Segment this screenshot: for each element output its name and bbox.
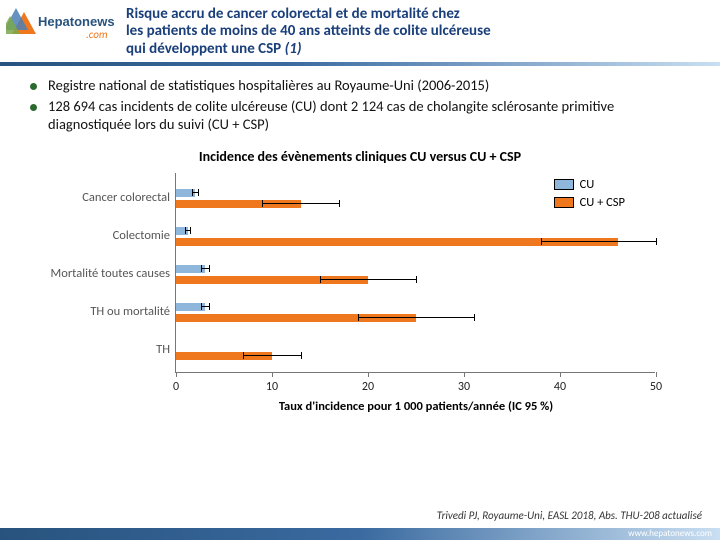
incidence-chart: Cancer colorectalColectomieMortalité tou… xyxy=(175,173,655,403)
y-category-label: Mortalité toutes causes xyxy=(0,266,170,281)
title-line-1: Risque accru de cancer colorectal et de … xyxy=(126,5,460,23)
chart-title: Incidence des évènements cliniques CU ve… xyxy=(0,148,720,165)
legend-item: CU xyxy=(554,177,625,192)
footer-bar: www.hepatonews.com xyxy=(0,528,720,540)
y-category-label: Colectomie xyxy=(0,228,170,243)
title-line-3: qui développent une CSP xyxy=(126,40,285,58)
legend-label: CU + CSP xyxy=(580,195,625,210)
legend-label: CU xyxy=(580,177,595,192)
header-divider xyxy=(0,62,720,66)
logo: Hepatonews .com xyxy=(6,4,116,50)
y-category-label: TH xyxy=(0,342,170,357)
x-tick-label: 0 xyxy=(173,380,179,394)
bullet-item: Registre national de statistiques hospit… xyxy=(30,76,700,95)
x-tick-label: 50 xyxy=(650,380,662,394)
x-tick-label: 20 xyxy=(362,380,374,394)
chart-legend: CU CU + CSP xyxy=(554,177,625,213)
y-category-label: TH ou mortalité xyxy=(0,304,170,319)
x-tick-label: 30 xyxy=(458,380,470,394)
page-title: Risque accru de cancer colorectal et de … xyxy=(116,4,491,58)
bullet-list: Registre national de statistiques hospit… xyxy=(0,72,720,135)
title-suffix: (1) xyxy=(285,40,302,58)
citation: Trivedi PJ, Royaume-Uni, EASL 2018, Abs.… xyxy=(437,509,702,522)
title-line-2: les patients de moins de 40 ans atteints… xyxy=(126,22,491,40)
bullet-item: 128 694 cas incidents de colite ulcéreus… xyxy=(30,97,700,135)
legend-item: CU + CSP xyxy=(554,195,625,210)
x-axis-title: Taux d'incidence pour 1 000 patients/ann… xyxy=(176,399,656,414)
x-tick-label: 10 xyxy=(266,380,278,394)
svg-text:.com: .com xyxy=(86,28,108,41)
svg-text:Hepatonews: Hepatonews xyxy=(38,14,115,29)
y-category-label: Cancer colorectal xyxy=(0,190,170,205)
x-tick-label: 40 xyxy=(554,380,566,394)
footer-url: www.hepatonews.com xyxy=(628,528,712,539)
